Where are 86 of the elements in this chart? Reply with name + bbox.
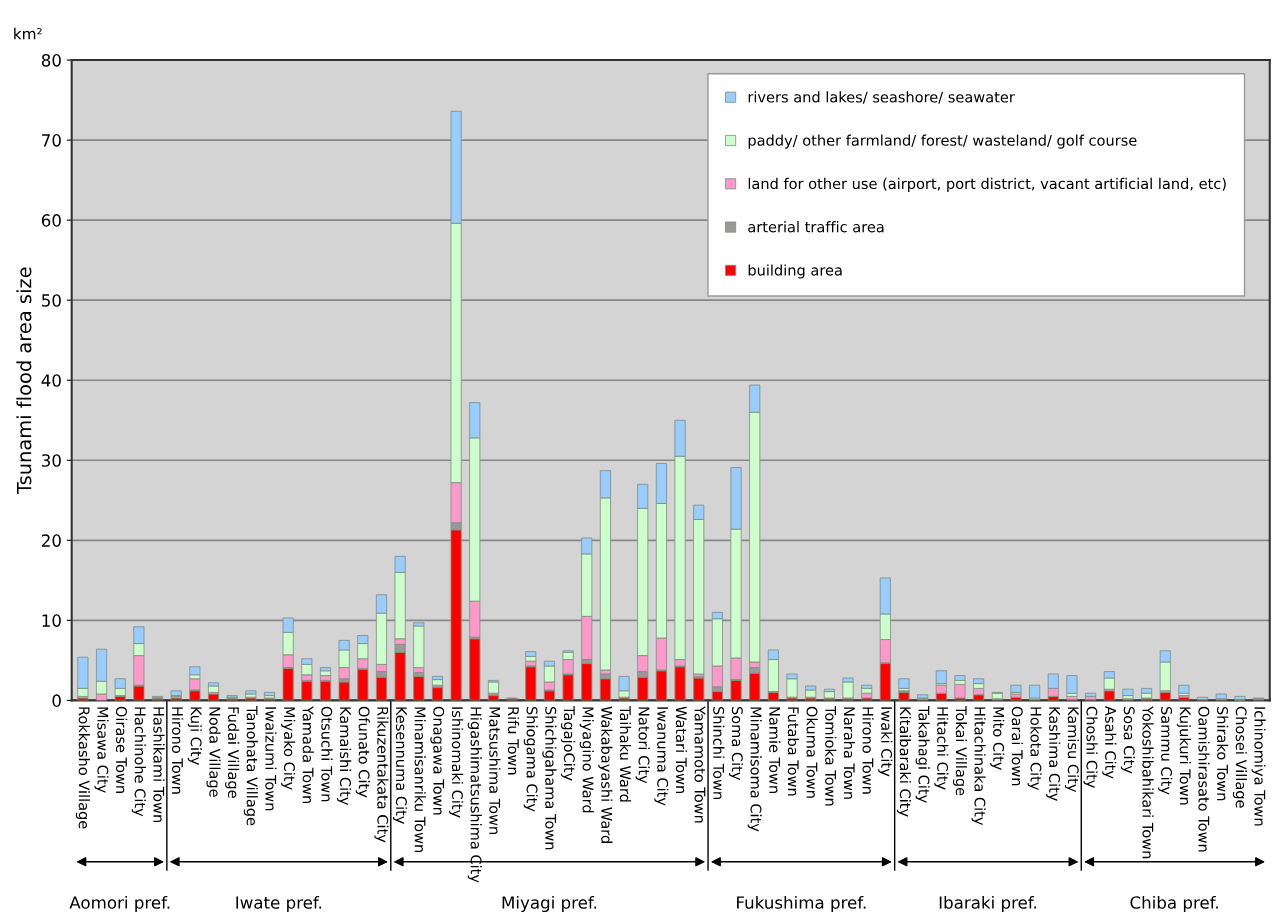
x-tick-label: Naraha Town [843, 707, 856, 799]
x-tick-label: Chosei Village [1232, 706, 1247, 808]
text: Miyagi pref. [502, 895, 597, 913]
x-tick-label: Higashimatsushima City [467, 707, 482, 883]
x-tick-label: Iwaizumi Town [265, 707, 277, 811]
x-tick-label: Natori City [635, 707, 650, 784]
x-tick-label: Hokota City [1027, 707, 1042, 791]
x-tick-label: Otsuchi Town [321, 706, 333, 802]
x-tick-label: Noda Village [206, 707, 221, 797]
x-tick-label: Sammu City [1158, 706, 1173, 795]
x-tick-label: Yamada Town [302, 705, 314, 804]
x-tick-label: Mito City [990, 707, 1005, 771]
x-tick-label: Hachinohe City [131, 707, 146, 817]
x-tick-label: Okuma Town [806, 706, 818, 798]
x-tick-label: Watari Town [675, 706, 688, 793]
x-tick-label: Shinchi Town [713, 706, 725, 799]
x-tick-label: Iwanuma City [654, 707, 669, 806]
y-tick-label: 80 [41, 54, 61, 67]
x-tick-label: Minamisanriku Town [414, 707, 426, 852]
x-tick-label: Shirako Town [1217, 706, 1229, 801]
x-tick-label: Onagawa Town [430, 706, 445, 815]
x-tick-label: Tomioka Town [825, 705, 837, 806]
x-tick-label: Misawa City [94, 707, 109, 793]
x-tick-label: Rikuzentakata City [374, 707, 389, 843]
x-tick-label: Hashikami Town [153, 707, 165, 823]
x-tick-label: Ofunato City [355, 706, 370, 798]
x-tick-label: Rokkasho Village [75, 707, 90, 829]
x-tick-label: Kitaibaraki City [896, 707, 912, 817]
x-tick-label: Ishinomaki City [449, 707, 464, 818]
legend-label: rivers and lakes/ seashore/ seawater [748, 91, 1015, 104]
x-tick-label: Miyagino Ward [579, 707, 594, 813]
text: Iwate pref. [236, 895, 322, 913]
x-tick-label: Hitachi City [934, 707, 949, 790]
x-tick-label: Kujukuri Town [1176, 707, 1191, 805]
x-tick-label: Shiogama City [523, 706, 538, 812]
x-tick-label: Rifu Town [507, 707, 520, 775]
x-tick-label: Kamisu City [1064, 707, 1079, 793]
x-tick-label: Yamamoto Town [694, 705, 706, 823]
x-tick-label: Kuji City [187, 707, 202, 765]
text: Aomori pref. [69, 895, 170, 913]
legend-label: land for other use (airport, port district, vacant artificial land, etc) [748, 177, 1226, 192]
x-tick-label: Taihaku Ward [619, 705, 632, 802]
y-tick-label: 30 [42, 454, 61, 467]
x-tick-label: Kesennuma City [393, 707, 408, 824]
legend-label: paddy/ other farmland/ forest/ wasteland/ golf course [748, 134, 1137, 149]
x-tick-label: Kashima City [1046, 707, 1061, 802]
x-tick-label: Tanohata Village [243, 705, 258, 826]
legend-label: building area [748, 264, 842, 279]
y-tick-label: 50 [42, 294, 61, 307]
y-tick-label: 20 [41, 534, 61, 547]
text: Chiba pref. [1130, 895, 1218, 913]
x-tick-label: Minamisoma City [747, 707, 762, 832]
y-tick-label: 40 [41, 374, 61, 387]
x-tick-label: Hitachinaka City [971, 707, 986, 826]
x-tick-label: Soma City [728, 706, 744, 781]
x-tick-label: Matsushima Town [489, 707, 501, 834]
text: km² [14, 27, 42, 40]
x-tick-label: Namie Town [769, 707, 781, 793]
x-tick-label: Oamishirasato Town [1198, 706, 1210, 852]
x-tick-label: Futaba Town [787, 707, 800, 796]
x-tick-label: Asahi City [1102, 706, 1117, 779]
y-tick-label: 70 [42, 134, 61, 147]
y-axis-title: Tsunami flood area size [16, 267, 32, 495]
x-tick-label: Oirase Town [115, 706, 128, 793]
x-tick-label: Hirono Town [171, 707, 184, 794]
y-tick-label: 0 [52, 694, 61, 707]
x-tick-label: Shichigahama Town [542, 706, 557, 850]
text: Ibaraki pref. [939, 895, 1036, 913]
y-tick-label: 10 [42, 614, 61, 627]
x-tick-label: Iwaki City [878, 707, 893, 777]
x-tick-label: Sosa City [1120, 706, 1135, 774]
x-tick-label: Miyako City [281, 707, 296, 790]
x-tick-label: Takahagi City [915, 705, 930, 803]
x-tick-label: Kamaishi City [337, 707, 352, 806]
x-tick-label: Hirono Town [862, 707, 874, 794]
x-tick-label: Ichinomiya Town [1251, 707, 1266, 826]
x-tick-label: Fudai Village [225, 707, 240, 798]
x-tick-label: TagajoCity [561, 705, 576, 781]
x-tick-label: Oarai Town [1011, 706, 1024, 786]
x-tick-label: Yokoshibahikari Town [1142, 705, 1154, 859]
y-tick-label: 60 [41, 214, 61, 227]
x-tick-label: Wakabayashi Ward [598, 706, 613, 843]
legend-label: arterial traffic area [748, 221, 884, 233]
text: Fukushima pref. [737, 895, 866, 913]
x-tick-label: Tokai Village [952, 705, 968, 796]
x-tick-label: Choshi City [1083, 706, 1098, 788]
